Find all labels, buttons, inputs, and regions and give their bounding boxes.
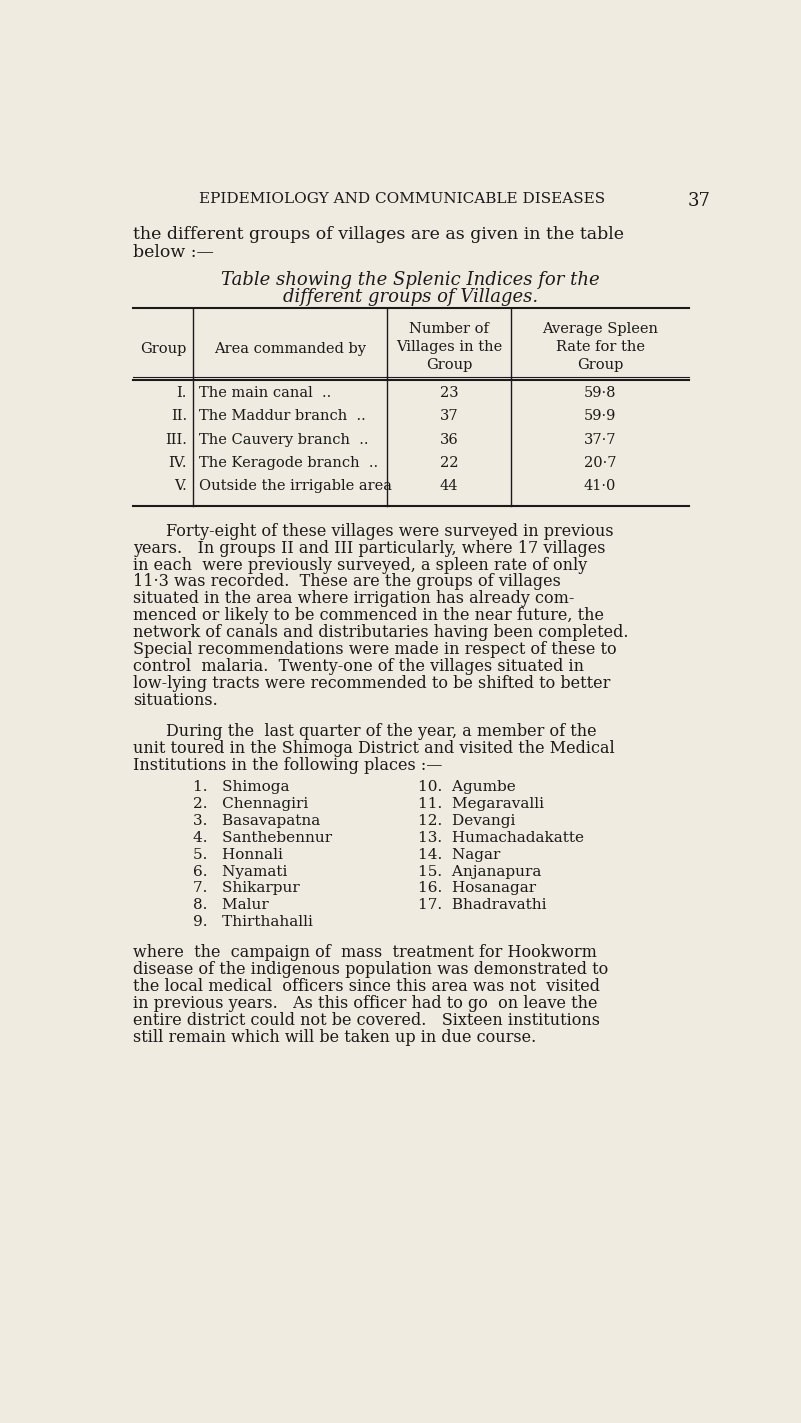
Text: in previous years.   As this officer had to go  on leave the: in previous years. As this officer had t… bbox=[133, 995, 598, 1012]
Text: Number of
Villages in the
Group: Number of Villages in the Group bbox=[396, 322, 502, 373]
Text: The Cauvery branch  ..: The Cauvery branch .. bbox=[199, 433, 368, 447]
Text: 17.  Bhadravathi: 17. Bhadravathi bbox=[418, 898, 546, 912]
Text: 1.   Shimoga: 1. Shimoga bbox=[193, 780, 290, 794]
Text: III.: III. bbox=[165, 433, 187, 447]
Text: Average Spleen
Rate for the
Group: Average Spleen Rate for the Group bbox=[542, 322, 658, 373]
Text: 7.   Shikarpur: 7. Shikarpur bbox=[193, 881, 300, 895]
Text: 6.   Nyamati: 6. Nyamati bbox=[193, 865, 288, 878]
Text: 11.  Megaravalli: 11. Megaravalli bbox=[418, 797, 544, 811]
Text: years.   In groups II and III particularly, where 17 villages: years. In groups II and III particularly… bbox=[133, 539, 606, 556]
Text: 37·7: 37·7 bbox=[584, 433, 616, 447]
Text: During the  last quarter of the year, a member of the: During the last quarter of the year, a m… bbox=[166, 723, 597, 740]
Text: 15.  Anjanapura: 15. Anjanapura bbox=[418, 865, 541, 878]
Text: 16.  Hosanagar: 16. Hosanagar bbox=[418, 881, 536, 895]
Text: 4.   Santhebennur: 4. Santhebennur bbox=[193, 831, 332, 845]
Text: Forty-eight of these villages were surveyed in previous: Forty-eight of these villages were surve… bbox=[166, 522, 614, 539]
Text: 9.   Thirthahalli: 9. Thirthahalli bbox=[193, 915, 313, 929]
Text: 59·9: 59·9 bbox=[584, 410, 616, 424]
Text: the local medical  officers since this area was not  visited: the local medical officers since this ar… bbox=[133, 978, 600, 995]
Text: the different groups of villages are as given in the table: the different groups of villages are as … bbox=[133, 226, 624, 243]
Text: IV.: IV. bbox=[168, 455, 187, 470]
Text: situations.: situations. bbox=[133, 692, 217, 709]
Text: Table showing the Splenic Indices for the: Table showing the Splenic Indices for th… bbox=[221, 270, 599, 289]
Text: 37: 37 bbox=[440, 410, 458, 424]
Text: 22: 22 bbox=[440, 455, 458, 470]
Text: 12.  Devangi: 12. Devangi bbox=[418, 814, 515, 828]
Text: The Keragode branch  ..: The Keragode branch .. bbox=[199, 455, 378, 470]
Text: The main canal  ..: The main canal .. bbox=[199, 387, 332, 400]
Text: II.: II. bbox=[171, 410, 187, 424]
Text: 41·0: 41·0 bbox=[584, 478, 616, 492]
Text: 11·3 was recorded.  These are the groups of villages: 11·3 was recorded. These are the groups … bbox=[133, 573, 561, 591]
Text: 10.  Agumbe: 10. Agumbe bbox=[418, 780, 516, 794]
Text: 23: 23 bbox=[440, 387, 458, 400]
Text: Group: Group bbox=[139, 342, 186, 356]
Text: situated in the area where irrigation has already com-: situated in the area where irrigation ha… bbox=[133, 591, 574, 608]
Text: 44: 44 bbox=[440, 478, 458, 492]
Text: 59·8: 59·8 bbox=[584, 387, 616, 400]
Text: menced or likely to be commenced in the near future, the: menced or likely to be commenced in the … bbox=[133, 608, 604, 625]
Text: different groups of Villages.: different groups of Villages. bbox=[283, 287, 537, 306]
Text: in each  were previously surveyed, a spleen rate of only: in each were previously surveyed, a sple… bbox=[133, 556, 587, 573]
Text: entire district could not be covered.   Sixteen institutions: entire district could not be covered. Si… bbox=[133, 1012, 600, 1029]
Text: below :—: below :— bbox=[133, 243, 214, 260]
Text: 20·7: 20·7 bbox=[584, 455, 616, 470]
Text: 2.   Chennagiri: 2. Chennagiri bbox=[193, 797, 308, 811]
Text: Outside the irrigable area: Outside the irrigable area bbox=[199, 478, 392, 492]
Text: 13.  Humachadakatte: 13. Humachadakatte bbox=[418, 831, 584, 845]
Text: network of canals and distributaries having been completed.: network of canals and distributaries hav… bbox=[133, 625, 628, 642]
Text: where  the  campaign of  mass  treatment for Hookworm: where the campaign of mass treatment for… bbox=[133, 943, 597, 961]
Text: 36: 36 bbox=[440, 433, 458, 447]
Text: V.: V. bbox=[174, 478, 187, 492]
Text: control  malaria.  Twenty-one of the villages situated in: control malaria. Twenty-one of the villa… bbox=[133, 659, 584, 675]
Text: 14.  Nagar: 14. Nagar bbox=[418, 848, 501, 861]
Text: 3.   Basavapatna: 3. Basavapatna bbox=[193, 814, 320, 828]
Text: The Maddur branch  ..: The Maddur branch .. bbox=[199, 410, 366, 424]
Text: 5.   Honnali: 5. Honnali bbox=[193, 848, 283, 861]
Text: still remain which will be taken up in due course.: still remain which will be taken up in d… bbox=[133, 1029, 536, 1046]
Text: 8.   Malur: 8. Malur bbox=[193, 898, 269, 912]
Text: EPIDEMIOLOGY AND COMMUNICABLE DISEASES: EPIDEMIOLOGY AND COMMUNICABLE DISEASES bbox=[199, 192, 606, 206]
Text: Special recommendations were made in respect of these to: Special recommendations were made in res… bbox=[133, 642, 616, 659]
Text: disease of the indigenous population was demonstrated to: disease of the indigenous population was… bbox=[133, 961, 608, 978]
Text: I.: I. bbox=[176, 387, 187, 400]
Text: low-lying tracts were recommended to be shifted to better: low-lying tracts were recommended to be … bbox=[133, 675, 610, 692]
Text: Institutions in the following places :—: Institutions in the following places :— bbox=[133, 757, 442, 774]
Text: 37: 37 bbox=[687, 192, 710, 211]
Text: unit toured in the Shimoga District and visited the Medical: unit toured in the Shimoga District and … bbox=[133, 740, 614, 757]
Text: Area commanded by: Area commanded by bbox=[214, 342, 366, 356]
